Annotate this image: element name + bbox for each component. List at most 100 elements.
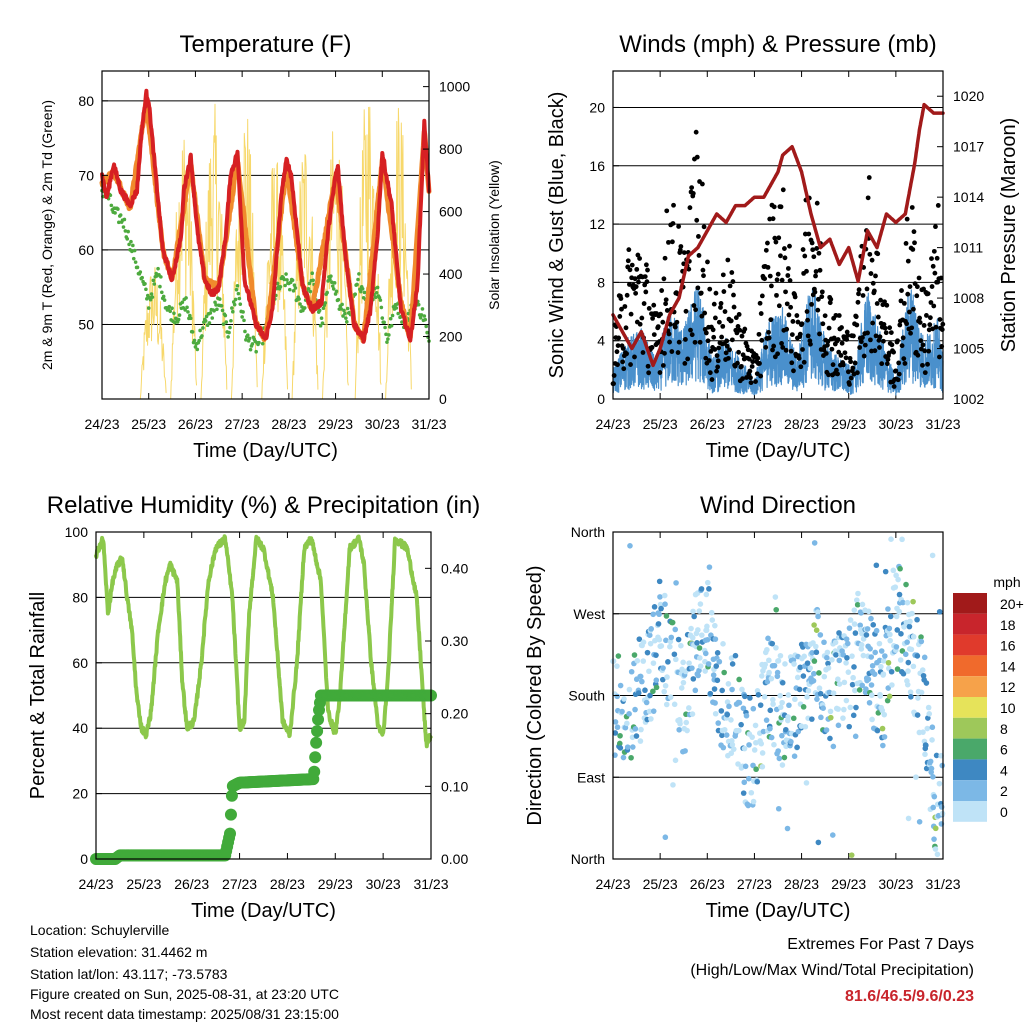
- gust-point: [620, 346, 626, 351]
- gust-point: [831, 335, 837, 341]
- precip-point: [309, 751, 322, 764]
- direction-point: [894, 666, 901, 672]
- direction-point: [790, 715, 797, 722]
- x-tick-label: 26/23: [174, 876, 209, 892]
- direction-point: [766, 657, 772, 664]
- dewpoint-point: [345, 306, 350, 311]
- direction-point: [646, 632, 653, 638]
- solar-spike: [385, 107, 412, 400]
- gust-point: [632, 354, 637, 360]
- direction-point: [934, 851, 941, 858]
- direction-point: [665, 659, 671, 665]
- dewpoint-point: [198, 328, 202, 333]
- gust-point: [775, 271, 781, 277]
- gust-point: [720, 272, 726, 278]
- direction-point: [713, 663, 720, 669]
- direction-point: [841, 706, 847, 713]
- dewpoint-point: [387, 333, 391, 337]
- gust-point: [900, 335, 906, 341]
- gust-point: [671, 202, 676, 208]
- dewpoint-point: [156, 266, 160, 271]
- direction-point: [892, 584, 899, 590]
- dewpoint-point: [121, 225, 126, 229]
- direction-point: [884, 697, 891, 704]
- dewpoint-point: [383, 325, 387, 330]
- dewpoint-point: [360, 286, 365, 291]
- gust-point: [811, 254, 817, 260]
- gust-point: [778, 253, 783, 259]
- y-tick-label: North: [571, 524, 605, 540]
- direction-point: [720, 641, 726, 647]
- dewpoint-point: [344, 316, 348, 320]
- precip-point: [224, 808, 237, 821]
- y-right-tick-label: 1000: [439, 79, 470, 95]
- direction-point: [631, 652, 638, 658]
- direction-point: [655, 621, 662, 627]
- gust-point: [815, 296, 821, 302]
- legend-swatch: [953, 717, 987, 739]
- direction-point: [850, 674, 856, 681]
- y-tick-label: South: [568, 688, 605, 704]
- direction-point: [738, 721, 744, 728]
- direction-point: [712, 622, 718, 629]
- dewpoint-point: [320, 321, 325, 325]
- x-tick-label: 28/23: [271, 416, 306, 432]
- direction-point: [633, 733, 640, 739]
- y-tick-label: 8: [597, 274, 605, 290]
- direction-point: [779, 679, 786, 686]
- direction-point: [811, 622, 817, 628]
- direction-point: [860, 636, 867, 642]
- gust-point: [850, 365, 856, 371]
- direction-point: [785, 714, 791, 720]
- direction-point: [736, 727, 742, 734]
- dewpoint-point: [221, 322, 226, 326]
- x-tick-label: 30/23: [878, 876, 913, 892]
- gust-point: [845, 369, 851, 375]
- dewpoint-point: [254, 349, 258, 354]
- y-tick-label: 20: [589, 99, 605, 115]
- dewpoint-point: [233, 297, 238, 302]
- direction-point: [858, 642, 865, 648]
- direction-point: [914, 616, 920, 623]
- legend-swatch: [953, 613, 987, 635]
- direction-point: [628, 668, 635, 675]
- direction-point: [697, 655, 703, 661]
- direction-point: [893, 644, 900, 650]
- gust-point: [735, 360, 740, 366]
- dewpoint-point: [186, 310, 190, 314]
- gust-point: [770, 347, 775, 353]
- direction-point: [704, 623, 710, 630]
- gust-point: [624, 351, 629, 357]
- dewpoint-point: [406, 311, 411, 316]
- gust-point: [758, 373, 764, 379]
- direction-point: [750, 762, 756, 769]
- direction-point: [678, 685, 685, 691]
- direction-point: [630, 744, 636, 750]
- dewpoint-point: [152, 282, 157, 286]
- y-right-tick-label: 400: [439, 266, 463, 282]
- legend-swatch: [953, 655, 987, 677]
- direction-point: [855, 590, 861, 597]
- direction-point: [704, 636, 711, 643]
- y-tick-label: 0: [597, 391, 605, 407]
- gust-point: [716, 345, 722, 351]
- direction-point: [672, 626, 679, 633]
- gust-point: [829, 346, 835, 352]
- gust-point: [902, 361, 908, 366]
- gust-point: [659, 288, 665, 293]
- direction-point: [686, 660, 692, 666]
- direction-point: [882, 653, 888, 659]
- gust-point: [875, 251, 881, 257]
- direction-point: [779, 762, 786, 768]
- direction-point: [830, 690, 837, 696]
- gust-point: [678, 244, 684, 249]
- direction-point: [740, 705, 747, 712]
- direction-point: [779, 732, 785, 739]
- dewpoint-point: [193, 345, 198, 349]
- gust-point: [725, 257, 731, 263]
- gust-point: [887, 325, 893, 331]
- y-right-tick-label: 1020: [953, 88, 984, 104]
- direction-point: [832, 639, 839, 646]
- gust-point: [731, 304, 737, 310]
